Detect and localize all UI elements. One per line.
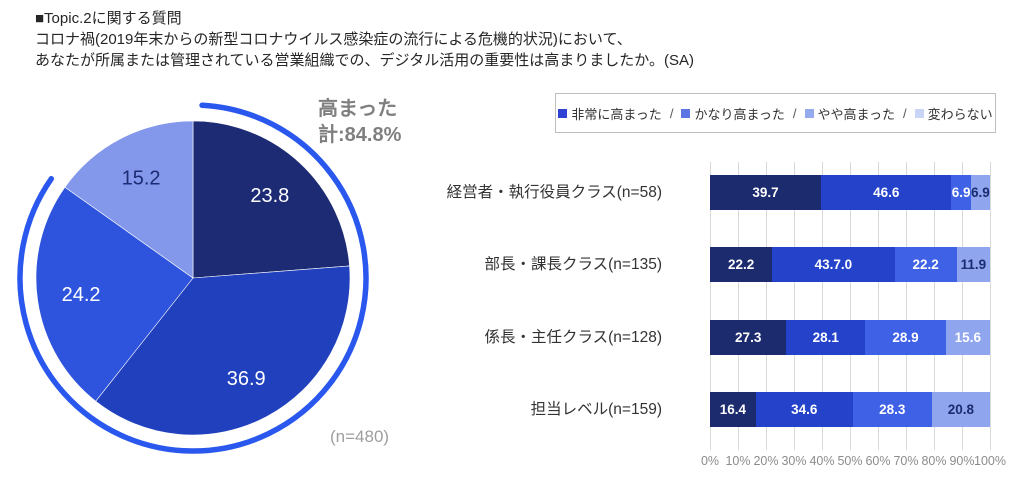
axis-tick-label: 0% <box>700 454 720 468</box>
pie-slice-2 <box>35 186 194 402</box>
gridline <box>990 162 991 450</box>
legend-item-3: 変わらない <box>914 104 993 123</box>
pie-slice-value-3: 15.2 <box>122 168 161 190</box>
legend-separator: / <box>903 105 907 121</box>
gridline <box>878 162 879 450</box>
legend-swatch-icon <box>681 108 691 118</box>
bar-segment: 22.2 <box>710 247 773 282</box>
legend-label: かなり高まった <box>694 106 785 122</box>
gridline <box>850 162 851 450</box>
pie-chart: 23.8 36.9 24.2 15.2 <box>17 102 369 454</box>
axis-tick-label: 40% <box>809 454 835 468</box>
gridline <box>766 162 767 450</box>
bar-segment: 16.4 <box>710 392 756 427</box>
legend-label: やや高まった <box>817 106 896 122</box>
legend-separator: / <box>792 105 797 121</box>
topic-title: ■Topic.2に関する質問 <box>35 10 182 27</box>
gridline <box>738 162 739 450</box>
bar-row-label-0: 経営者・執行役員クラス(n=58) <box>446 184 662 201</box>
axis-tick-label: 10% <box>725 454 751 468</box>
bar-row-2: 27.3 28.1 28.9 15.6 <box>710 320 990 355</box>
axis-tick-label: 90% <box>949 454 975 468</box>
gridline <box>906 162 907 450</box>
gridline <box>710 162 711 450</box>
pie-annotation-line2: 計:84.8% <box>318 124 402 146</box>
axis-tick-label: 30% <box>781 454 807 468</box>
pie-slice-value-2: 24.2 <box>62 284 101 306</box>
bar-segment: 28.9 <box>865 320 946 355</box>
gridline <box>962 162 963 450</box>
bar-segment: 28.3 <box>852 392 932 427</box>
axis-tick-label: 60% <box>865 454 891 468</box>
bar-row-3: 16.4 34.6 28.3 20.8 <box>710 392 990 427</box>
axis-tick-label: 20% <box>753 454 779 468</box>
pie-sample-size: (n=480) <box>330 427 390 446</box>
gridline <box>794 162 795 450</box>
bar-segment: 6.9 <box>951 175 971 210</box>
pie-slice-3 <box>64 120 194 279</box>
bar-segment: 27.3 <box>710 320 787 355</box>
legend-item-1: かなり高まった <box>681 104 785 123</box>
bar-segment: 15.6 <box>945 320 990 355</box>
bar-row-label-2: 係長・主任クラス(n=128) <box>484 329 662 346</box>
legend-separator: / <box>669 105 674 121</box>
axis-tick-label: 80% <box>921 454 947 468</box>
legend-label: 変わらない <box>927 106 993 122</box>
pie-slice-value-1: 36.9 <box>227 368 266 390</box>
bar-row-0: 39.7 46.6 6.9 6.9 <box>710 175 991 210</box>
legend-item-0: 非常に高まった <box>558 104 662 123</box>
bar-row-label-3: 担当レベル(n=159) <box>530 401 662 418</box>
bar-segment: 43.7.0 <box>772 247 895 282</box>
question-line-2: あなたが所属または管理されている営業組織での、デジタル活用の重要性は高まりました… <box>35 52 694 69</box>
bar-segment: 46.6 <box>821 175 952 210</box>
legend-swatch-icon <box>558 108 568 118</box>
pie-slice-0 <box>192 120 350 279</box>
stacked-bar-chart: 0% 10% 20% 30% 40% 50% 60% 70% 80% 90% 100% 経営者・執行役… <box>390 162 1010 484</box>
legend-swatch-icon <box>914 108 924 118</box>
pie-total-annotation: 高まった 計:84.8% <box>318 96 401 148</box>
pie-highlight-arc <box>17 102 369 454</box>
axis-tick-label: 70% <box>893 454 919 468</box>
axis-tick-label: 50% <box>837 454 863 468</box>
question-header: ■Topic.2に関する質問 コロナ禍(2019年末からの新型コロナウイルス感染… <box>35 8 694 71</box>
bar-segment: 34.6 <box>755 392 853 427</box>
bar-segment: 22.2 <box>894 247 957 282</box>
bar-segment: 28.1 <box>786 320 866 355</box>
bar-chart-legend: 非常に高まった / かなり高まった / やや高まった / 変わらない <box>555 93 996 133</box>
axis-tick-label: 100% <box>974 454 1006 468</box>
pie-annotation-line1: 高まった <box>318 98 398 120</box>
bar-segment: 6.9 <box>970 175 991 210</box>
bar-segment: 20.8 <box>931 392 990 427</box>
question-line-1: コロナ禍(2019年末からの新型コロナウイルス感染症の流行による危機的状況)にお… <box>35 31 632 48</box>
pie-slice-value-0: 23.8 <box>250 185 289 207</box>
legend-swatch-icon <box>804 108 814 118</box>
gridline <box>822 162 823 450</box>
bar-row-label-1: 部長・課長クラス(n=135) <box>484 256 662 273</box>
gridline <box>934 162 935 450</box>
legend-label: 非常に高まった <box>571 106 662 122</box>
bar-segment: 11.9 <box>956 247 990 282</box>
bar-segment: 39.7 <box>710 175 822 210</box>
pie-slice-1 <box>95 265 351 436</box>
bar-row-1: 22.2 43.7.0 22.2 11.9 <box>710 247 990 282</box>
legend-item-2: やや高まった <box>804 104 896 123</box>
